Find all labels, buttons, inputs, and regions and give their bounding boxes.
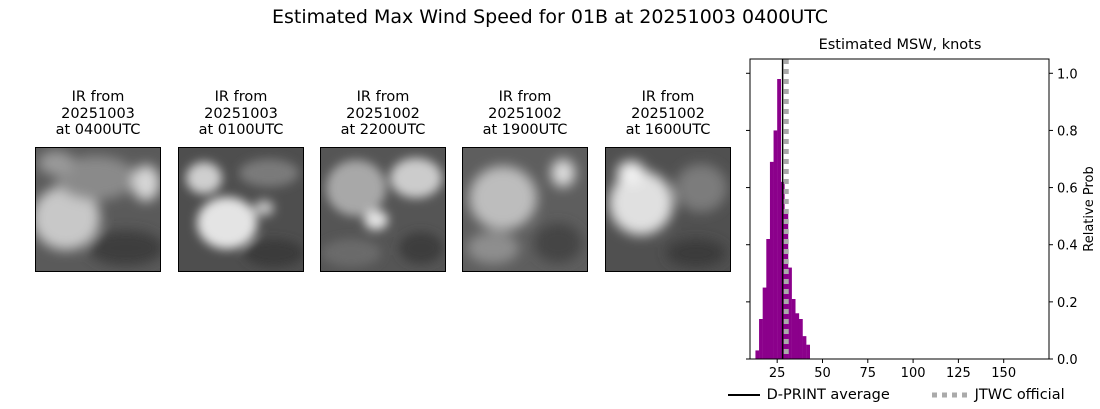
ir-caption: IR from 20251002 at 1900UTC — [462, 89, 588, 139]
legend-solid-line-icon — [728, 394, 760, 396]
x-tick-label: 150 — [991, 366, 1016, 381]
histogram-bar — [777, 79, 782, 359]
ir-caption-time: at 0400UTC — [55, 122, 141, 138]
legend-label-jtwc: JTWC official — [974, 387, 1065, 403]
figure-title: Estimated Max Wind Speed for 01B at 2025… — [271, 6, 829, 28]
ir-caption-date: 20251003 — [204, 105, 278, 122]
legend-item-dprint: D-PRINT average — [726, 386, 890, 404]
ir-panel-4: IR from 20251002 at 1900UTC — [462, 89, 588, 272]
legend-item-jtwc: JTWC official — [930, 386, 1065, 404]
ir-panel-5: IR from 20251002 at 1600UTC — [605, 89, 731, 272]
ir-caption-line1: IR from — [498, 89, 552, 105]
ir-satellite-image — [178, 147, 304, 272]
ir-caption: IR from 20251002 at 1600UTC — [605, 89, 731, 139]
ir-caption: IR from 20251002 at 2200UTC — [320, 89, 446, 139]
ir-caption-time: at 1900UTC — [482, 122, 568, 138]
y-tick-label: 0.6 — [1057, 182, 1078, 197]
ir-satellite-image — [35, 147, 161, 272]
x-tick-label: 75 — [860, 366, 877, 381]
ir-panel-1: IR from 20251003 at 0400UTC — [35, 89, 161, 272]
histogram-bar — [759, 319, 763, 359]
histogram-bar — [784, 213, 789, 359]
y-tick-label: 0.8 — [1057, 124, 1078, 139]
histogram-bar — [788, 267, 792, 359]
x-tick-label: 50 — [814, 366, 831, 381]
histogram-bar — [802, 336, 807, 359]
legend-dotted-line-icon — [932, 392, 968, 398]
ir-satellite-image — [320, 147, 446, 272]
ir-panel-3: IR from 20251002 at 2200UTC — [320, 89, 446, 272]
histogram-bar — [773, 130, 778, 359]
ir-caption-time: at 2200UTC — [340, 122, 426, 138]
y-axis-label: Relative Prob — [1082, 166, 1097, 251]
ir-caption: IR from 20251003 at 0400UTC — [35, 89, 161, 139]
ir-panel-2: IR from 20251003 at 0100UTC — [178, 89, 304, 272]
ir-caption-line1: IR from — [214, 89, 268, 105]
ir-caption: IR from 20251003 at 0100UTC — [178, 89, 304, 139]
x-tick-label: 125 — [946, 366, 971, 381]
ir-caption-date: 20251002 — [631, 105, 705, 122]
histogram-bar — [791, 299, 796, 359]
y-tick-label: 0.0 — [1057, 353, 1078, 368]
ir-caption-line1: IR from — [71, 89, 125, 105]
histogram-bar — [755, 350, 760, 359]
ir-caption-time: at 1600UTC — [625, 122, 711, 138]
y-tick-label: 0.4 — [1057, 239, 1078, 254]
ir-caption-line1: IR from — [641, 89, 695, 105]
ir-satellite-image — [462, 147, 588, 272]
histogram-bar — [762, 287, 767, 359]
histogram-bar — [795, 313, 800, 359]
chart-title: Estimated MSW, knots — [819, 37, 982, 53]
ir-caption-time: at 0100UTC — [198, 122, 284, 138]
x-tick-label: 100 — [901, 366, 926, 381]
ir-caption-line1: IR from — [356, 89, 410, 105]
plot-frame — [749, 58, 1050, 360]
ir-caption-date: 20251002 — [488, 105, 562, 122]
histogram-bar — [766, 239, 771, 359]
ir-satellite-image — [605, 147, 731, 272]
x-tick-label: 25 — [769, 366, 786, 381]
y-tick-label: 0.2 — [1057, 296, 1078, 311]
y-tick-label: 1.0 — [1057, 67, 1078, 82]
histogram-bar — [806, 344, 810, 359]
ir-caption-date: 20251003 — [61, 105, 135, 122]
histogram-bar — [798, 319, 803, 359]
histogram-bar — [769, 161, 774, 359]
legend-label-dprint: D-PRINT average — [766, 387, 890, 403]
ir-caption-date: 20251002 — [346, 105, 420, 122]
